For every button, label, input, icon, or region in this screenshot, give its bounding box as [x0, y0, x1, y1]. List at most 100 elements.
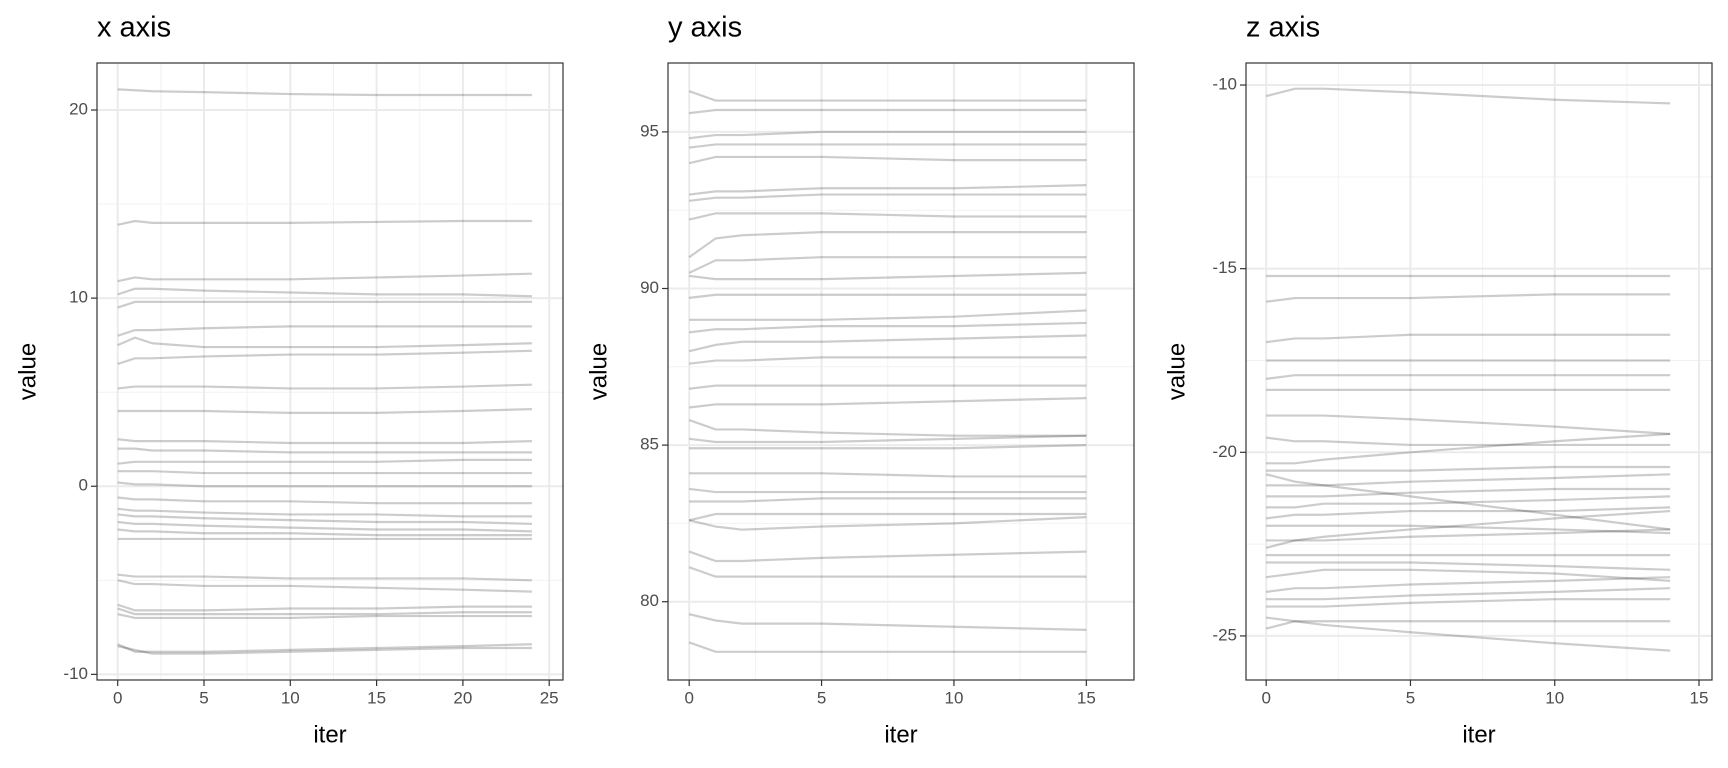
- x-tick-label: 15: [1690, 688, 1709, 707]
- x-tick-label: 10: [944, 688, 963, 707]
- y-tick-label: 95: [640, 121, 659, 140]
- series-line: [688, 256, 1087, 274]
- x-tick-label: 10: [281, 688, 300, 707]
- series-line: [689, 397, 1087, 409]
- series-line: [688, 155, 1087, 165]
- x-axis-title: iter: [884, 721, 917, 748]
- series-line: [1266, 473, 1671, 487]
- x-tick-label: 20: [453, 688, 472, 707]
- panel-background: [668, 63, 1134, 680]
- series-line: [689, 497, 1087, 503]
- y-tick-label: -20: [1212, 442, 1237, 461]
- panel-title: x axis: [97, 12, 171, 44]
- series-line: [1266, 616, 1671, 623]
- series-line: [688, 334, 1087, 353]
- series-line: [117, 470, 532, 475]
- x-tick-label: 5: [199, 688, 208, 707]
- series-line: [117, 336, 532, 349]
- series-line: [689, 434, 1087, 444]
- panel: 0 5 10 15 20 25 -10 0 10 20 x axis iter value: [14, 12, 564, 748]
- series-line: [689, 130, 1087, 140]
- series-line: [117, 458, 532, 465]
- series-line: [117, 607, 532, 616]
- series-line: [689, 293, 1087, 299]
- x-tick-label: 25: [540, 688, 559, 707]
- series-line: [688, 641, 1087, 653]
- series-line: [117, 645, 532, 655]
- x-axis-title: iter: [1462, 721, 1495, 748]
- panel-border: [667, 62, 1135, 681]
- series-line: [1265, 87, 1671, 105]
- series-line: [1266, 587, 1671, 601]
- series-line: [117, 496, 532, 505]
- panel-border: [1245, 62, 1713, 681]
- series-line: [688, 212, 1087, 221]
- x-axis-title: iter: [313, 721, 346, 748]
- series-line: [117, 520, 532, 533]
- series-line: [1266, 333, 1671, 344]
- series-line: [688, 516, 1087, 531]
- series-line: [117, 300, 532, 309]
- series-line: [1266, 465, 1671, 472]
- series-line: [688, 512, 1087, 522]
- series-line: [689, 193, 1087, 202]
- x-tick-label: 5: [1406, 688, 1415, 707]
- series-line: [1266, 598, 1671, 608]
- series-line: [117, 447, 532, 454]
- x-tick-label: 0: [1261, 688, 1270, 707]
- y-axis-title: value: [1163, 343, 1190, 400]
- series-line: [1266, 568, 1671, 582]
- series-line: [1266, 487, 1671, 498]
- series-line: [688, 231, 1087, 259]
- series-line: [688, 566, 1087, 578]
- panel-title: y axis: [668, 12, 742, 44]
- series-line: [1265, 473, 1671, 531]
- x-tick-label: 0: [684, 688, 693, 707]
- y-tick-label: 10: [69, 288, 88, 307]
- series-line: [117, 573, 532, 582]
- series-line: [117, 325, 532, 337]
- series-line: [1266, 432, 1671, 465]
- series-line: [689, 108, 1087, 115]
- series-line: [689, 444, 1087, 450]
- series-line: [689, 472, 1087, 478]
- x-tick-label: 15: [1077, 688, 1096, 707]
- series-line: [117, 513, 532, 525]
- x-tick-label: 15: [367, 688, 386, 707]
- y-tick-label: 80: [640, 591, 659, 610]
- series-line: [688, 613, 1087, 631]
- series-line: [117, 613, 532, 620]
- series-line: [117, 579, 532, 593]
- series-line: [117, 507, 532, 518]
- series-line: [1265, 620, 1671, 652]
- series-line: [117, 438, 532, 445]
- series-line: [117, 383, 532, 390]
- y-axis-title: value: [585, 343, 612, 400]
- series-line: [689, 309, 1087, 321]
- series-line: [689, 321, 1087, 334]
- series-line: [117, 219, 532, 226]
- series-line: [117, 481, 532, 488]
- series-line: [117, 272, 532, 283]
- panel-border: [96, 62, 564, 681]
- series-line: [117, 408, 532, 414]
- panel: 0 5 10 15 80 85 90 95 y axis iter value: [585, 12, 1135, 748]
- y-tick-label: -15: [1212, 258, 1237, 277]
- series-line: [117, 349, 532, 366]
- panel-background: [97, 63, 563, 680]
- x-tick-label: 5: [817, 688, 826, 707]
- series-line: [117, 603, 532, 612]
- x-tick-label: 0: [113, 688, 122, 707]
- y-tick-label: -10: [63, 664, 88, 683]
- series-line: [689, 356, 1087, 365]
- series-line: [1266, 528, 1671, 542]
- series-line: [689, 384, 1087, 390]
- y-tick-label: 85: [640, 435, 659, 454]
- y-axis-title: value: [14, 343, 41, 400]
- series-line: [1266, 293, 1671, 303]
- series-line: [117, 643, 532, 653]
- panel-background: [1246, 63, 1712, 680]
- y-tick-label: -25: [1212, 625, 1237, 644]
- y-tick-label: 20: [69, 100, 88, 119]
- y-tick-label: 90: [640, 278, 659, 297]
